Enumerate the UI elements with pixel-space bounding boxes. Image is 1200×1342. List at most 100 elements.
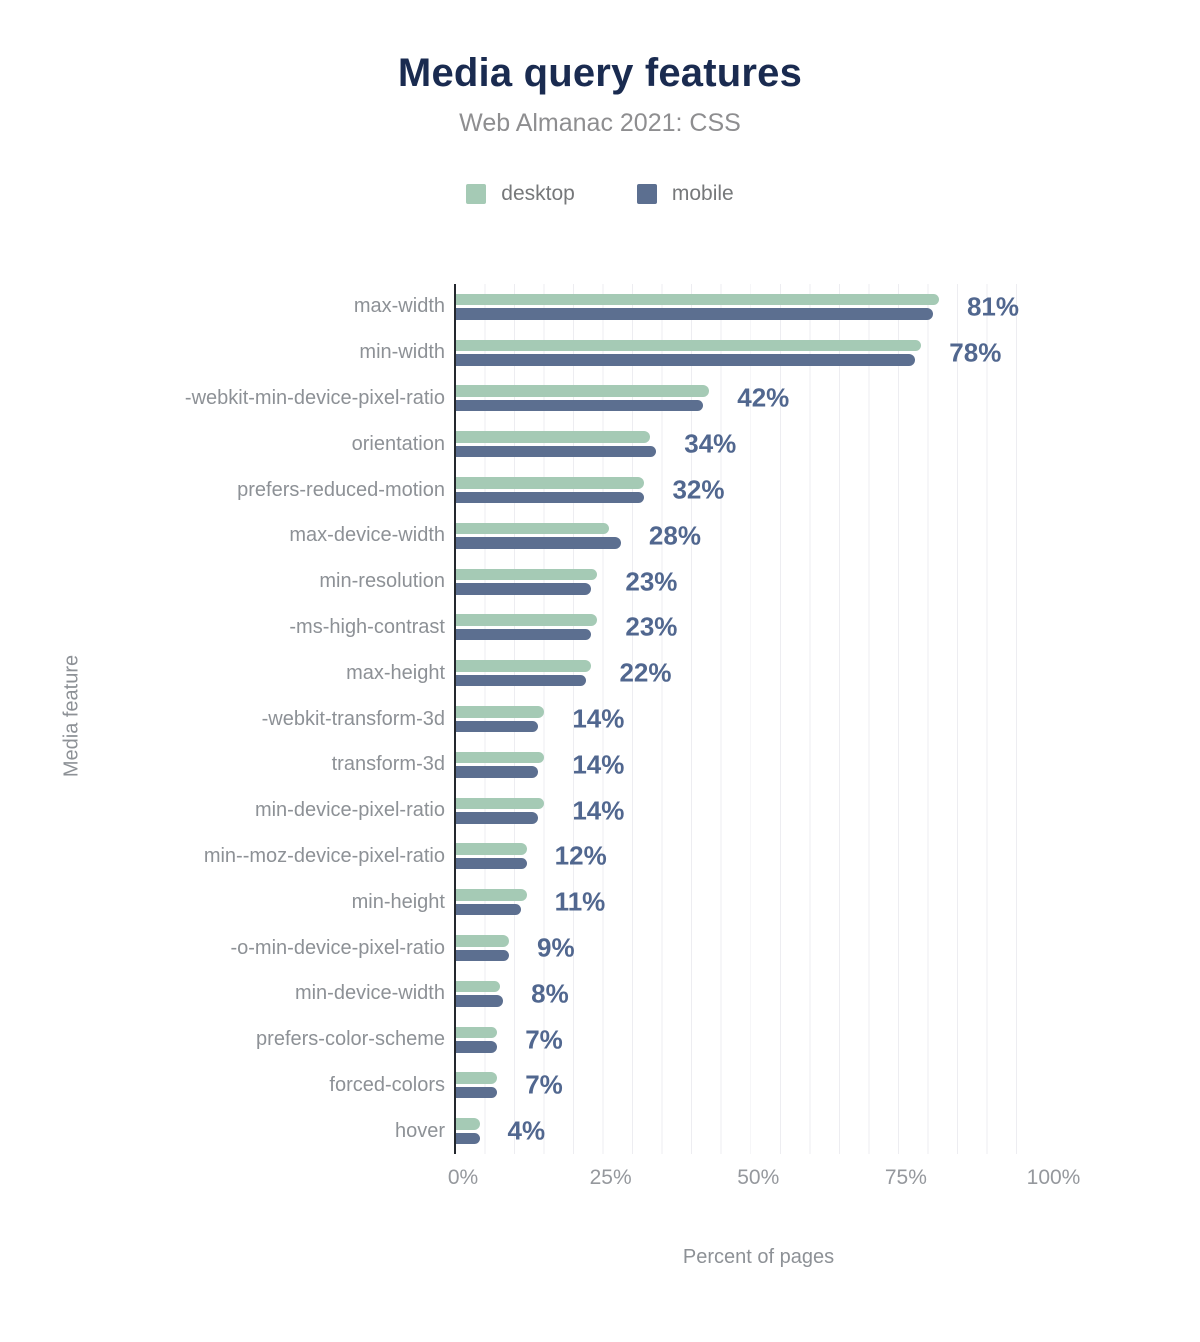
legend-label: mobile <box>671 182 734 205</box>
row-plot-area: 34% <box>454 421 1045 468</box>
row-plot-area: 78% <box>454 329 1045 376</box>
bar-pair <box>456 935 1045 962</box>
desktop-bar <box>456 339 922 352</box>
mobile-bar <box>456 1086 498 1099</box>
bar-pair <box>456 477 1045 504</box>
value-label: 14% <box>572 795 625 826</box>
category-label: min-device-width <box>294 982 445 1005</box>
x-axis-title: Percent of pages <box>682 1246 835 1269</box>
value-label: 8% <box>531 978 569 1009</box>
mobile-bar <box>456 766 539 778</box>
desktop-bar <box>456 568 598 581</box>
bar-row: min-resolution 23% <box>0 558 1200 605</box>
mobile-bar <box>456 491 645 504</box>
value-label: 7% <box>525 1069 563 1100</box>
desktop-bar <box>456 843 527 855</box>
bar-pair <box>456 1026 1045 1053</box>
value-label: 28% <box>648 520 701 551</box>
mobile-bar <box>456 903 521 916</box>
mobile-bar <box>456 949 509 962</box>
desktop-bar <box>456 1072 498 1084</box>
bar-pair <box>456 1118 1045 1145</box>
category-label: -ms-high-contrast <box>289 615 445 638</box>
x-axis-ticks: 0% 25% 50% 75% 100% <box>448 1154 1081 1202</box>
bar-row: min-width 78% <box>0 329 1200 376</box>
mobile-bar <box>456 308 934 320</box>
bar-row: min-device-width 8% <box>0 970 1200 1017</box>
row-plot-area: 9% <box>454 925 1045 971</box>
bar-row: -ms-high-contrast 23% <box>0 604 1200 651</box>
row-plot-area: 14% <box>454 696 1045 742</box>
desktop-bar <box>456 1026 498 1039</box>
category-label: -webkit-transform-3d <box>261 707 445 730</box>
category-label: min-width <box>359 341 445 364</box>
category-label: orientation <box>351 432 445 455</box>
mobile-bar <box>456 445 657 458</box>
value-label: 14% <box>572 749 625 780</box>
desktop-bar <box>456 980 501 993</box>
value-label: 9% <box>537 932 575 963</box>
value-label: 81% <box>966 291 1020 322</box>
x-tick-label: 50% <box>737 1166 780 1190</box>
bar-row: prefers-color-scheme 7% <box>0 1016 1200 1063</box>
desktop-bar <box>456 935 509 947</box>
row-plot-area: 23% <box>454 558 1045 605</box>
category-label: max-width <box>353 295 445 318</box>
desktop-bar <box>456 293 939 306</box>
value-label: 22% <box>619 657 672 688</box>
legend-item-mobile: mobile <box>636 182 734 206</box>
bar-pair <box>456 706 1045 733</box>
mobile-bar <box>456 812 539 824</box>
value-label: 32% <box>672 474 725 505</box>
mobile-swatch-icon <box>636 184 657 204</box>
bar-pair <box>456 797 1045 824</box>
bar-pair <box>456 889 1045 916</box>
mobile-bar <box>456 537 621 549</box>
bar-row: max-device-width 28% <box>0 512 1200 559</box>
bar-pair <box>456 660 1045 687</box>
bar-row: forced-colors 7% <box>0 1062 1200 1109</box>
bar-pair <box>456 293 1045 320</box>
y-axis-title: Media feature <box>60 654 83 778</box>
desktop-bar <box>456 660 592 672</box>
x-tick-label: 75% <box>884 1166 927 1190</box>
desktop-bar <box>456 522 610 535</box>
desktop-bar <box>456 431 651 443</box>
bar-row: orientation 34% <box>0 421 1200 468</box>
bar-chart: max-width 81% min-width 78% -webkit-min-devi… <box>0 284 1200 1269</box>
mobile-bar <box>456 399 704 412</box>
bar-row: max-height 22% <box>0 650 1200 697</box>
bar-row: min--moz-device-pixel-ratio 12% <box>0 833 1200 880</box>
row-plot-area: 12% <box>454 833 1045 880</box>
mobile-bar <box>456 354 916 366</box>
bar-row: -o-min-device-pixel-ratio 9% <box>0 925 1200 971</box>
bar-pair <box>456 843 1045 870</box>
value-label: 23% <box>625 566 678 597</box>
desktop-bar <box>456 797 545 810</box>
value-label: 12% <box>554 840 607 871</box>
bar-row: hover 4% <box>0 1108 1200 1155</box>
bar-pair <box>456 339 1045 366</box>
desktop-bar <box>456 706 545 718</box>
desktop-swatch-icon <box>466 184 487 204</box>
mobile-bar <box>456 674 586 687</box>
row-plot-area: 14% <box>454 787 1045 834</box>
row-plot-area: 7% <box>454 1016 1045 1063</box>
bar-pair <box>456 614 1045 641</box>
bar-row: min-height 11% <box>0 879 1200 926</box>
value-label: 4% <box>507 1115 546 1146</box>
bar-row: -webkit-min-device-pixel-ratio 42% <box>0 375 1200 422</box>
bar-row: max-width 81% <box>0 284 1200 330</box>
row-plot-area: 4% <box>454 1108 1045 1155</box>
value-label: 78% <box>949 337 1002 368</box>
bar-pair <box>456 431 1045 458</box>
desktop-bar <box>456 385 710 397</box>
bar-pair <box>456 1072 1045 1099</box>
category-label: -webkit-min-device-pixel-ratio <box>184 386 445 409</box>
row-plot-area: 32% <box>454 467 1045 513</box>
value-label: 7% <box>525 1024 563 1055</box>
category-label: hover <box>394 1119 445 1142</box>
value-label: 14% <box>572 703 625 734</box>
desktop-bar <box>456 477 645 489</box>
